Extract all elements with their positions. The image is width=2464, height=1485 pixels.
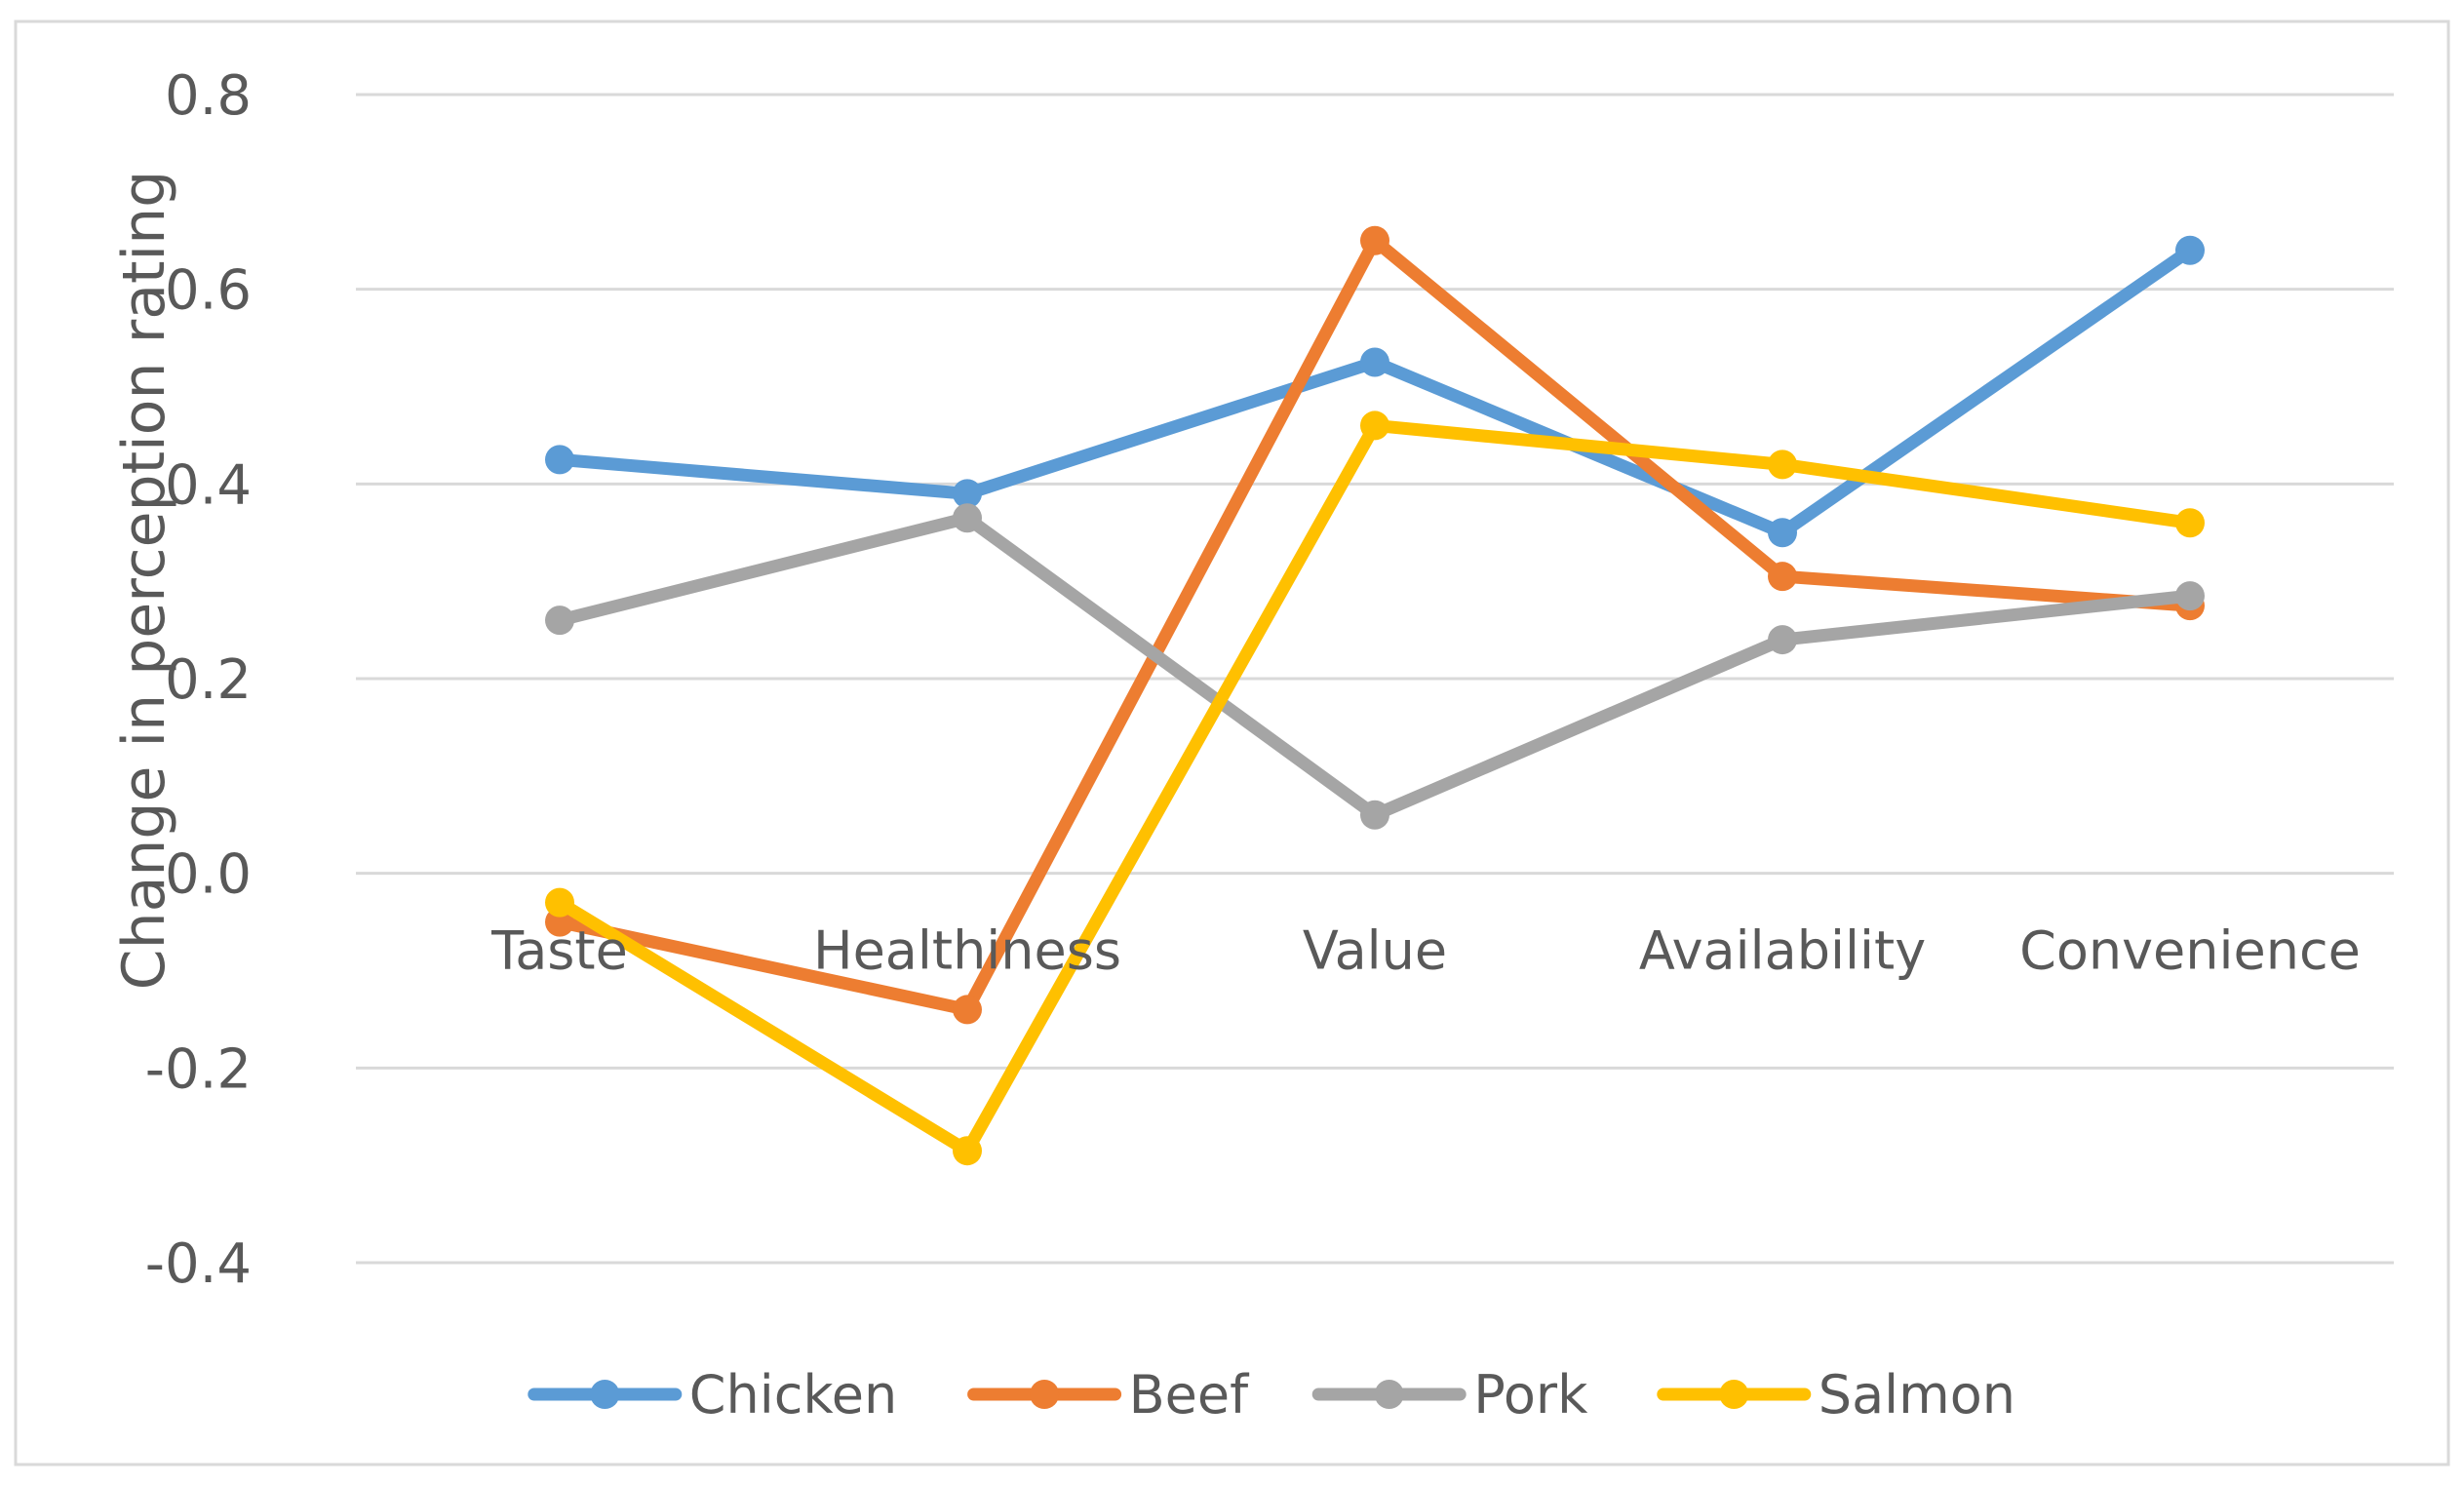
y-tick-label: -0.4 [145,1232,252,1296]
gridlines [356,93,2394,1265]
data-point [1360,347,1389,377]
y-tick-label: 0.2 [165,648,252,712]
y-axis-label: Change in perception rating [110,171,178,991]
x-tick-label: Taste [490,920,628,982]
data-point [545,606,574,636]
y-tick-label: 0.4 [165,453,252,517]
data-point [2175,235,2205,265]
y-tick-labels: 0.8 0.6 0.4 0.2 0.0 -0.2 -0.4 [145,64,252,1296]
data-point [953,1136,982,1166]
x-tick-labels: Taste Healthiness Value Availability Conveni… [490,920,2361,982]
y-tick-label: 0.6 [165,259,252,323]
legend-item-beef: Beef [967,1364,1250,1426]
data-point [2175,508,2205,538]
data-point [545,445,574,475]
data-point [1768,449,1797,480]
series-lines [545,225,2205,1166]
data-point [1768,562,1797,592]
legend-swatch-marker [590,1380,620,1409]
data-point [1360,225,1389,255]
data-point [545,887,574,918]
series-salmon [545,410,2205,1166]
data-point [953,995,982,1025]
legend-label: Chicken [689,1364,897,1426]
data-point [1360,800,1389,830]
data-point [2175,581,2205,611]
data-point [1768,625,1797,655]
series-chicken [545,235,2205,548]
legend-label: Pork [1473,1364,1588,1426]
legend: Chicken Beef Pork Salmon [528,1364,2015,1426]
legend-label: Beef [1129,1364,1250,1426]
y-tick-label: 0.0 [165,843,252,907]
x-tick-label: Healthiness [813,920,1121,982]
legend-swatch-marker [1030,1380,1060,1409]
y-tick-label: 0.8 [165,64,252,128]
x-tick-label: Value [1303,920,1447,982]
legend-item-chicken: Chicken [528,1364,897,1426]
legend-item-salmon: Salmon [1657,1364,2015,1426]
legend-label: Salmon [1819,1364,2015,1426]
legend-swatch-marker [1374,1380,1404,1409]
data-point [1768,518,1797,548]
data-point [953,479,982,509]
x-tick-label: Convenience [2019,920,2361,982]
legend-swatch-marker [1719,1380,1749,1409]
data-point [1360,410,1389,441]
y-tick-label: -0.2 [145,1037,252,1101]
x-tick-label: Availability [1639,920,1926,982]
chart-border [14,20,2450,1466]
series-pork [545,503,2205,830]
data-point [953,503,982,533]
legend-item-pork: Pork [1311,1364,1588,1426]
